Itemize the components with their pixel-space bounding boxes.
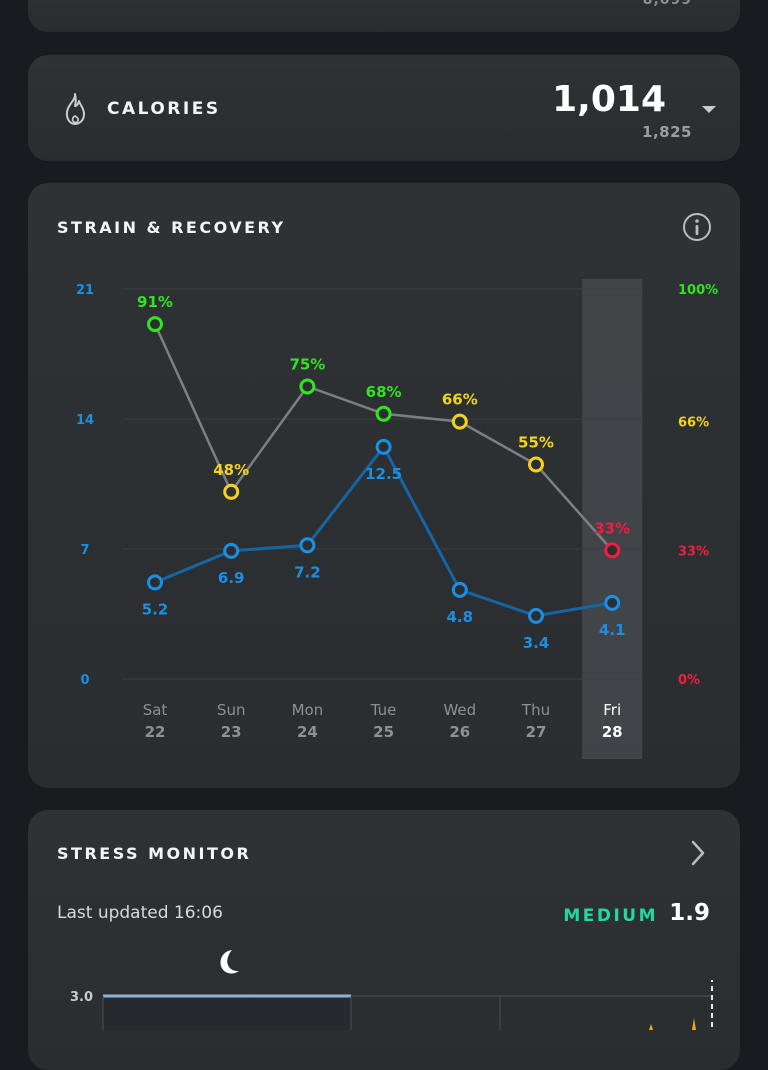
right-axis-tick: 66% [678, 416, 709, 431]
stress-band [103, 996, 351, 1030]
calories-card[interactable]: CALORIES 1,014 1,825 [28, 55, 740, 161]
x-tick-date: 24 [297, 723, 318, 741]
strain-point [604, 594, 621, 611]
recovery-point [451, 413, 468, 430]
calories-goal-value: 1,825 [642, 123, 692, 141]
x-tick-date: 26 [449, 723, 470, 741]
recovery-point [147, 316, 163, 333]
strain-point [299, 537, 316, 554]
recovery-label: 91% [137, 293, 173, 311]
info-icon[interactable] [682, 212, 712, 242]
x-tick-day: Wed [443, 701, 476, 719]
strain-point [147, 574, 163, 591]
calories-value: 1,014 [552, 79, 666, 120]
x-tick-date: 25 [373, 723, 394, 741]
recovery-label: 66% [442, 391, 478, 409]
recovery-label: 55% [518, 434, 554, 452]
right-axis-tick: 0% [678, 673, 700, 688]
steps-goal-value: 8,099 [642, 0, 692, 8]
x-tick-day: Sat [143, 701, 168, 719]
recovery-label: 33% [594, 519, 630, 537]
x-tick-day: Mon [292, 701, 324, 719]
strain-recovery-card: STRAIN & RECOVERY 0 7 14 21 0% 33% 66% 100% Sat 2… [28, 183, 740, 788]
stress-chart: 3.0 [70, 980, 713, 1030]
x-tick-day: Fri [603, 701, 621, 719]
recovery-point [299, 378, 316, 395]
x-tick-day: Sun [217, 701, 246, 719]
stress-monitor-title: STRESS MONITOR [57, 844, 252, 863]
strain-label: 5.2 [142, 600, 169, 618]
x-tick-date: 27 [526, 723, 547, 741]
flame-icon [65, 93, 85, 125]
x-tick-day: Thu [521, 701, 550, 719]
x-tick-date: 28 [602, 723, 623, 741]
recovery-point [223, 483, 240, 500]
stress-value: 1.9 [669, 900, 710, 926]
calories-title: CALORIES [107, 99, 221, 119]
strain-label: 6.9 [218, 569, 245, 587]
chevron-right-icon[interactable] [688, 838, 708, 868]
strain-label: 3.4 [523, 634, 550, 652]
stress-level-label: MEDIUM [563, 906, 658, 926]
recovery-point [528, 456, 544, 473]
strain-point [528, 607, 544, 624]
last-updated-text: Last updated 16:06 [57, 903, 223, 923]
left-axis-tick: 14 [76, 413, 94, 428]
strain-point [223, 542, 240, 559]
right-axis-tick: 100% [678, 283, 718, 298]
moon-icon [220, 950, 239, 974]
recovery-label: 48% [213, 461, 249, 479]
strain-label: 12.5 [365, 465, 402, 483]
x-tick-date: 22 [145, 723, 166, 741]
stress-monitor-card[interactable]: STRESS MONITOR Last updated 16:06 MEDIUM… [28, 810, 740, 1070]
stress-spike [649, 1018, 696, 1030]
left-axis-tick: 21 [76, 283, 94, 298]
recovery-label: 75% [289, 356, 325, 374]
strain-point [451, 581, 468, 598]
recovery-point [604, 542, 621, 559]
left-axis-tick: 0 [80, 673, 89, 688]
strain-label: 4.8 [447, 608, 474, 626]
left-axis-tick: 7 [80, 543, 89, 558]
strain-recovery-chart: 0 7 14 21 0% 33% 66% 100% Sat 22 Sun 23 Mon 24 Tue 25 We… [76, 279, 718, 759]
right-axis-tick: 33% [678, 544, 709, 559]
caret-down-icon[interactable] [698, 98, 720, 120]
strain-label: 4.1 [599, 621, 626, 639]
strain-point [375, 438, 392, 455]
steps-card[interactable]: 8,099 [28, 0, 740, 32]
strain-recovery-title: STRAIN & RECOVERY [57, 218, 286, 237]
stress-y-tick: 3.0 [70, 990, 93, 1005]
x-tick-day: Tue [370, 701, 397, 719]
recovery-label: 68% [366, 383, 402, 401]
x-tick-date: 23 [221, 723, 242, 741]
strain-label: 7.2 [294, 563, 321, 581]
recovery-point [375, 405, 392, 422]
